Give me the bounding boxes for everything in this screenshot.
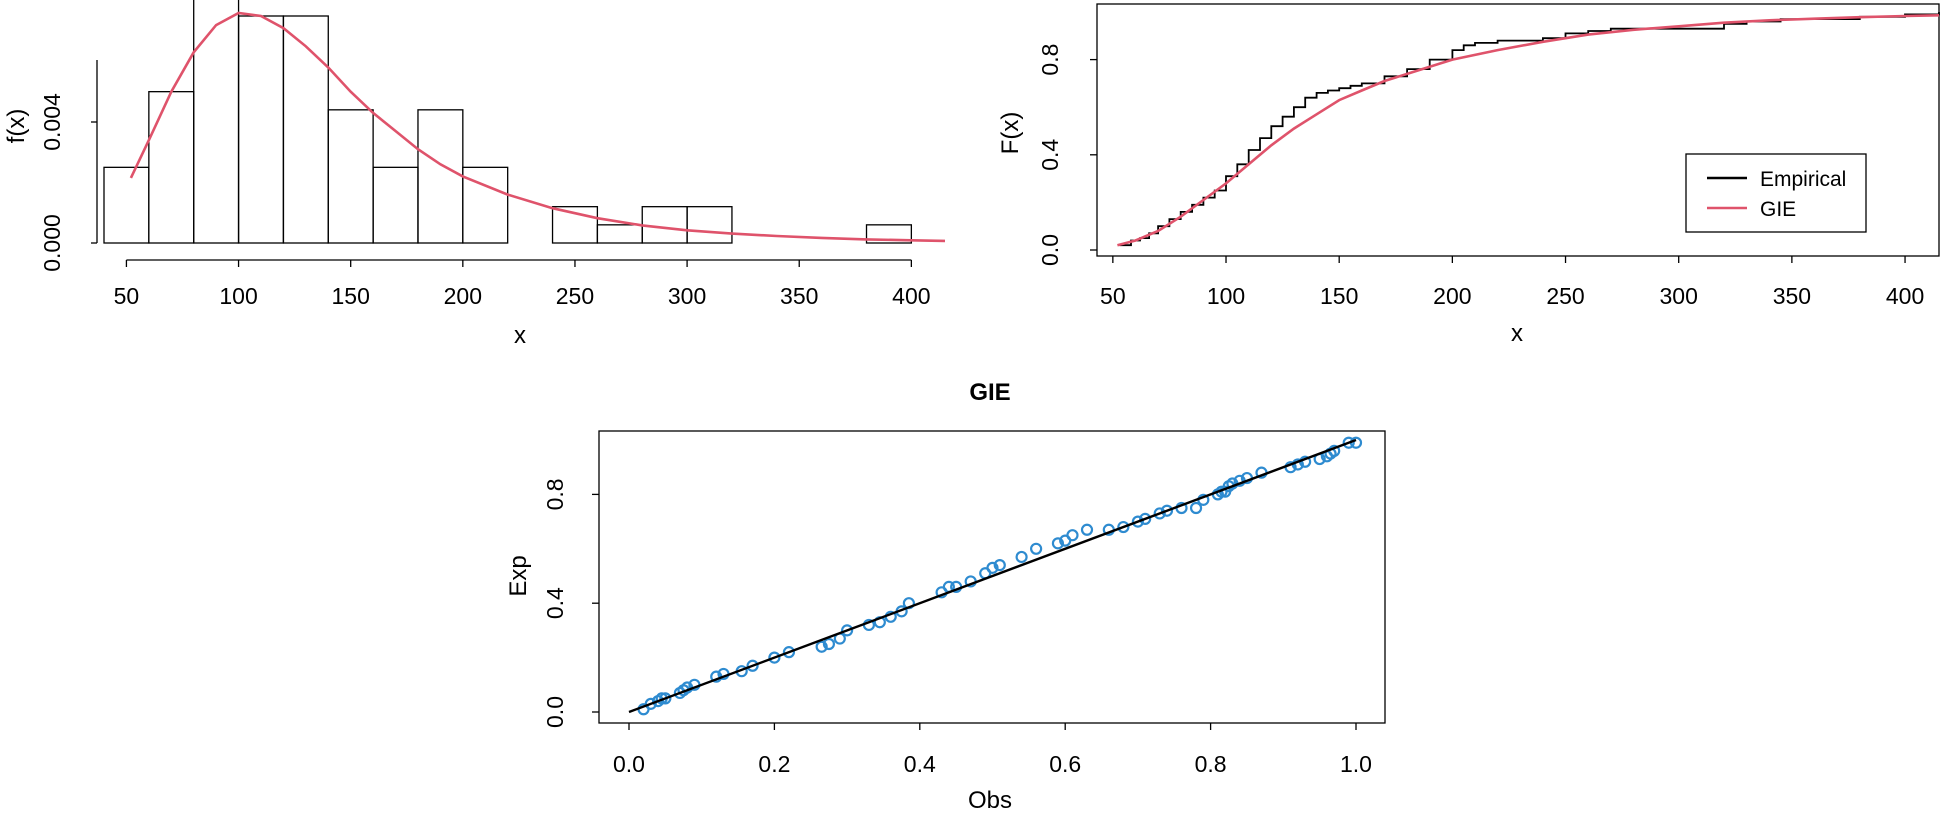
pp-point xyxy=(1015,550,1028,564)
histogram-bar xyxy=(865,224,913,244)
pp-point xyxy=(1349,436,1363,449)
pp-point xyxy=(822,637,836,651)
reference-line xyxy=(628,438,1357,714)
cdf-panel: 0.0 0.4 0.8 F(x) 50 100 150 200 250 300 350 400 x… xyxy=(997,3,1940,347)
x-tick-label-7: 400 xyxy=(892,283,930,309)
pp-point xyxy=(1139,512,1152,525)
x-tick-label-3: 200 xyxy=(444,283,482,309)
x-tick-label-4: 0.8 xyxy=(1195,751,1227,777)
x-tick-label-0: 50 xyxy=(1100,283,1126,309)
x-tick-label-3: 200 xyxy=(1433,283,1471,309)
pp-point xyxy=(1080,523,1094,536)
histogram-bar xyxy=(327,109,374,244)
pp-point xyxy=(840,624,854,637)
pp-point xyxy=(815,640,828,653)
y-tick-label-1: 0.4 xyxy=(1037,139,1063,171)
y-tick-label-2: 0.8 xyxy=(542,478,568,510)
x-tick-label-6: 350 xyxy=(780,283,818,309)
pp-point xyxy=(1030,542,1043,555)
x-tick-label-6: 350 xyxy=(1773,283,1811,309)
histogram-bar xyxy=(237,15,285,244)
plot-box xyxy=(1096,3,1940,257)
pp-point xyxy=(1066,529,1079,542)
y-axis-label: F(x) xyxy=(997,112,1024,155)
x-tick-label-1: 100 xyxy=(1207,283,1245,309)
legend-label-empirical: Empirical xyxy=(1760,168,1846,191)
y-tick-label-0: 0.000 xyxy=(39,214,65,272)
x-tick-label-5: 1.0 xyxy=(1340,751,1372,777)
x-tick-label-2: 150 xyxy=(332,283,370,309)
histogram-bar xyxy=(462,166,509,244)
histogram-bar xyxy=(148,91,195,244)
x-tick-label-0: 0.0 xyxy=(613,751,645,777)
histogram-bar xyxy=(596,224,643,244)
pp-point xyxy=(644,697,657,710)
pp-point xyxy=(993,559,1006,572)
x-tick-label-5: 300 xyxy=(1660,283,1698,309)
pp-point xyxy=(986,561,999,574)
legend: Empirical GIE xyxy=(1685,153,1867,233)
pp-point xyxy=(746,659,759,672)
pp-point xyxy=(782,646,796,659)
plot-title: GIE xyxy=(969,379,1010,406)
legend-box xyxy=(1685,153,1867,233)
legend-label-gie: GIE xyxy=(1760,198,1796,221)
density-panel: 0.000 0.004 f(x) 50 100 150 200 250 300 350 400… xyxy=(3,0,946,349)
pp-point xyxy=(1153,507,1166,520)
x-axis-label: x xyxy=(1511,320,1523,347)
x-tick-label-7: 400 xyxy=(1886,283,1924,309)
x-tick-label-1: 100 xyxy=(219,283,257,309)
x-tick-label-4: 250 xyxy=(556,283,594,309)
x-tick-label-3: 0.6 xyxy=(1049,751,1081,777)
x-tick-label-4: 250 xyxy=(1546,283,1584,309)
pp-point xyxy=(1117,520,1130,534)
histogram-bar xyxy=(417,109,464,244)
pp-panel: GIE 0.0 0.4 0.8 Exp 0.0 0.2 0.4 0.6 0.8 1.0 Obs xyxy=(505,379,1386,814)
x-tick-label-2: 0.4 xyxy=(904,751,936,777)
histogram-bar xyxy=(193,0,240,244)
y-axis-label: Exp xyxy=(505,555,532,596)
pp-point xyxy=(1160,504,1174,517)
x-tick-label-2: 150 xyxy=(1320,283,1358,309)
histogram-bar xyxy=(282,15,329,244)
pp-point xyxy=(1342,436,1355,449)
pp-point xyxy=(768,651,781,664)
y-tick-label-0: 0.0 xyxy=(1037,234,1063,266)
pp-point xyxy=(1131,515,1145,528)
histogram-bar xyxy=(372,166,419,244)
pp-point xyxy=(659,692,672,705)
x-tick-label-1: 0.2 xyxy=(758,751,790,777)
pp-point xyxy=(1189,501,1203,515)
histogram-bar xyxy=(686,206,733,244)
y-tick-label-0: 0.0 xyxy=(542,696,568,728)
pp-point xyxy=(1051,537,1065,550)
gie-density-curve xyxy=(129,11,946,243)
histogram-bar xyxy=(103,166,150,244)
y-tick-label-2: 0.8 xyxy=(1037,44,1063,76)
y-tick-label-1: 0.4 xyxy=(542,587,568,619)
gie-cdf-line xyxy=(1117,14,1940,247)
x-tick-label-5: 300 xyxy=(668,283,706,309)
x-axis-label: Obs xyxy=(968,787,1012,814)
x-axis-label: x xyxy=(514,322,526,349)
x-tick-label-0: 50 xyxy=(114,283,140,309)
plot-box xyxy=(598,430,1386,724)
y-tick-label-1: 0.004 xyxy=(39,93,65,151)
y-axis-label: f(x) xyxy=(3,109,30,144)
